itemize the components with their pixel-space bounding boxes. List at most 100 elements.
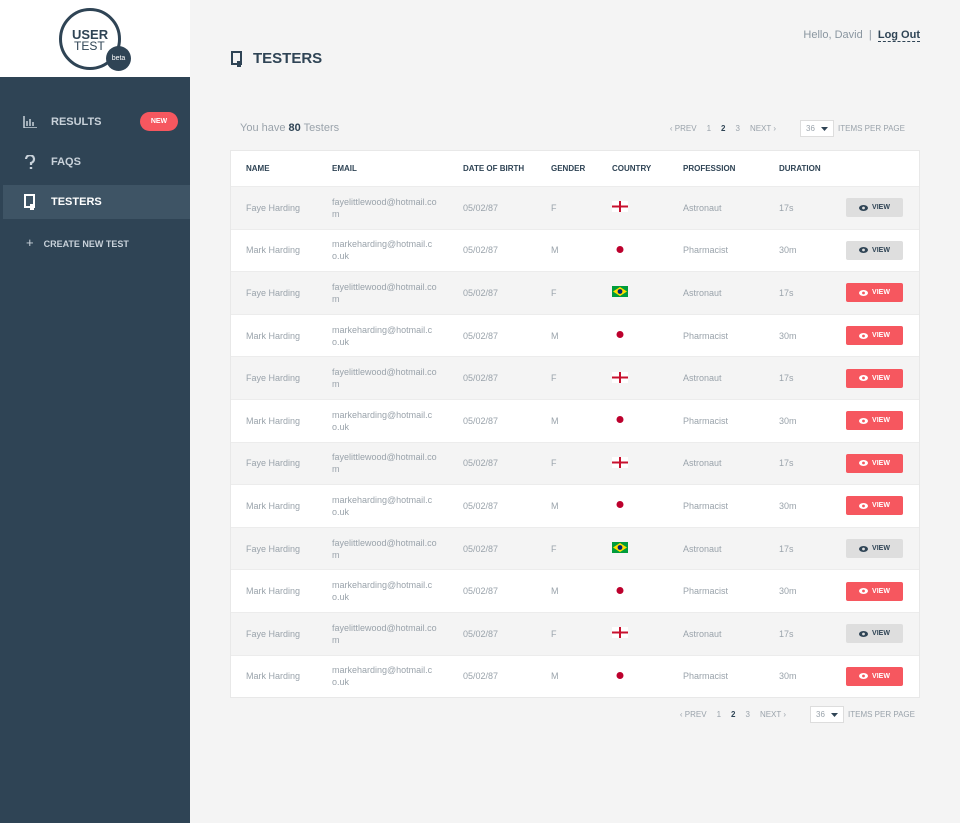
column-header: NAME [246, 164, 270, 173]
country-cell [612, 244, 683, 257]
prev-link[interactable]: ‹ PREV [679, 710, 707, 719]
header-row: NAME EMAIL DATE OF BIRTH GENDER COUNTRY PROFE… [231, 151, 919, 186]
logo[interactable]: USER TEST beta [0, 0, 190, 77]
country-cell [612, 456, 683, 470]
country-cell [612, 627, 683, 640]
view-button[interactable]: VIEW [846, 198, 903, 218]
next-link[interactable]: NEXT › [749, 124, 777, 133]
dropdown-arrow [821, 126, 829, 131]
flag [616, 501, 624, 509]
profession-cell: Pharmacist [683, 671, 729, 682]
flag [616, 671, 624, 679]
view-button[interactable]: VIEW [846, 581, 903, 601]
duration-cell: 17s [779, 202, 794, 213]
view-button[interactable]: VIEW [846, 539, 903, 559]
view-button[interactable]: VIEW [846, 326, 903, 346]
view-button[interactable]: VIEW [846, 666, 903, 686]
profession-cell: Astronaut [683, 458, 722, 469]
beta-badge: beta [106, 46, 131, 71]
duration-cell: 30m [779, 245, 797, 256]
duration-cell: 17s [779, 628, 794, 639]
profession-cell: Pharmacist [683, 245, 729, 256]
gender-cell: F [551, 287, 557, 298]
gender-cell: M [551, 500, 559, 511]
view-button[interactable]: VIEW [846, 496, 903, 516]
view-button[interactable]: VIEW [846, 240, 903, 260]
title-icon [231, 50, 242, 67]
profession-cell: Astronaut [683, 202, 722, 213]
page-link[interactable]: 1 [716, 710, 722, 719]
button-label: VIEW [872, 246, 890, 254]
nav-item[interactable]: RESULTS NEW [3, 105, 190, 139]
email-cell: markeharding@hotmail.co.uk [332, 494, 433, 517]
nav-icon [23, 116, 37, 128]
table-row: Mark Harding markeharding@hotmail.co.uk 05… [231, 313, 919, 357]
gender-cell: M [551, 245, 559, 256]
profession-cell: Pharmacist [683, 500, 729, 511]
button-label: VIEW [872, 204, 890, 212]
button-label: VIEW [872, 630, 890, 638]
profession-cell: Pharmacist [683, 330, 729, 341]
button-label: VIEW [872, 289, 890, 297]
nav-icon [24, 194, 35, 210]
name-cell: Faye Harding [246, 628, 301, 639]
dob-cell: 05/02/87 [463, 330, 499, 341]
table-row: Faye Harding fayelittlewood@hotmail.com 05… [231, 611, 919, 655]
page-link[interactable]: 3 [745, 710, 750, 719]
page-link[interactable]: 2 [731, 710, 736, 719]
name-cell: Faye Harding [246, 373, 301, 384]
table-row: Mark Harding markeharding@hotmail.co.uk 05… [231, 228, 919, 272]
button-label: VIEW [872, 672, 890, 680]
next-link[interactable]: NEXT › [759, 710, 787, 719]
summary-prefix: You have [240, 122, 286, 134]
dob-cell: 05/02/87 [463, 202, 499, 213]
summary-count: 80 [288, 122, 301, 134]
duration-cell: 30m [779, 330, 797, 341]
gender-cell: M [551, 415, 559, 426]
flag [612, 542, 628, 554]
user-bar: Hello, David | Log Out [803, 29, 920, 42]
view-button[interactable]: VIEW [846, 624, 903, 644]
page-link[interactable]: 3 [735, 124, 740, 133]
name-cell: Mark Harding [246, 586, 301, 597]
logout[interactable]: Log Out [877, 29, 920, 42]
nav-label: RESULTS [51, 116, 102, 128]
view-button[interactable]: VIEW [846, 368, 903, 388]
create-test[interactable]: + CREATE NEW TEST [26, 235, 129, 250]
column-header: EMAIL [332, 164, 357, 173]
nav-item[interactable]: FAQS [3, 145, 190, 179]
name-cell: Faye Harding [246, 287, 301, 298]
view-button[interactable]: VIEW [846, 453, 903, 473]
email-cell: fayelittlewood@hotmail.com [332, 622, 437, 645]
column-header: GENDER [551, 164, 586, 173]
country-cell [612, 329, 683, 342]
eye-icon [859, 375, 869, 382]
view-button[interactable]: VIEW [846, 283, 903, 303]
button-label: VIEW [872, 417, 890, 425]
table-row: Mark Harding markeharding@hotmail.co.uk 05… [231, 654, 919, 698]
country-cell [612, 286, 683, 299]
dob-cell: 05/02/87 [463, 671, 499, 682]
page-link[interactable]: 2 [721, 124, 726, 133]
email-cell: fayelittlewood@hotmail.com [332, 452, 437, 475]
table-row: Mark Harding markeharding@hotmail.co.uk 05… [231, 569, 919, 612]
duration-cell: 17s [779, 458, 794, 469]
per-page-value: 36 [816, 710, 825, 719]
profession-cell: Astronaut [683, 287, 722, 298]
view-button[interactable]: VIEW [846, 411, 903, 431]
eye-icon [859, 289, 869, 296]
dob-cell: 05/02/87 [463, 586, 499, 597]
name-cell: Faye Harding [246, 202, 301, 213]
dob-cell: 05/02/87 [463, 500, 499, 511]
page-link[interactable]: 1 [706, 124, 712, 133]
country-cell [612, 670, 683, 683]
email-cell: markeharding@hotmail.co.uk [332, 409, 433, 432]
nav-item[interactable]: TESTERS [3, 185, 190, 219]
per-page-select[interactable]: 36 [800, 120, 835, 137]
greeting: Hello, David [803, 29, 863, 41]
per-page-select[interactable]: 36 [810, 706, 845, 723]
flag [612, 627, 628, 639]
prev-link[interactable]: ‹ PREV [669, 124, 697, 133]
country-cell [612, 371, 683, 385]
profession-cell: Astronaut [683, 373, 722, 384]
